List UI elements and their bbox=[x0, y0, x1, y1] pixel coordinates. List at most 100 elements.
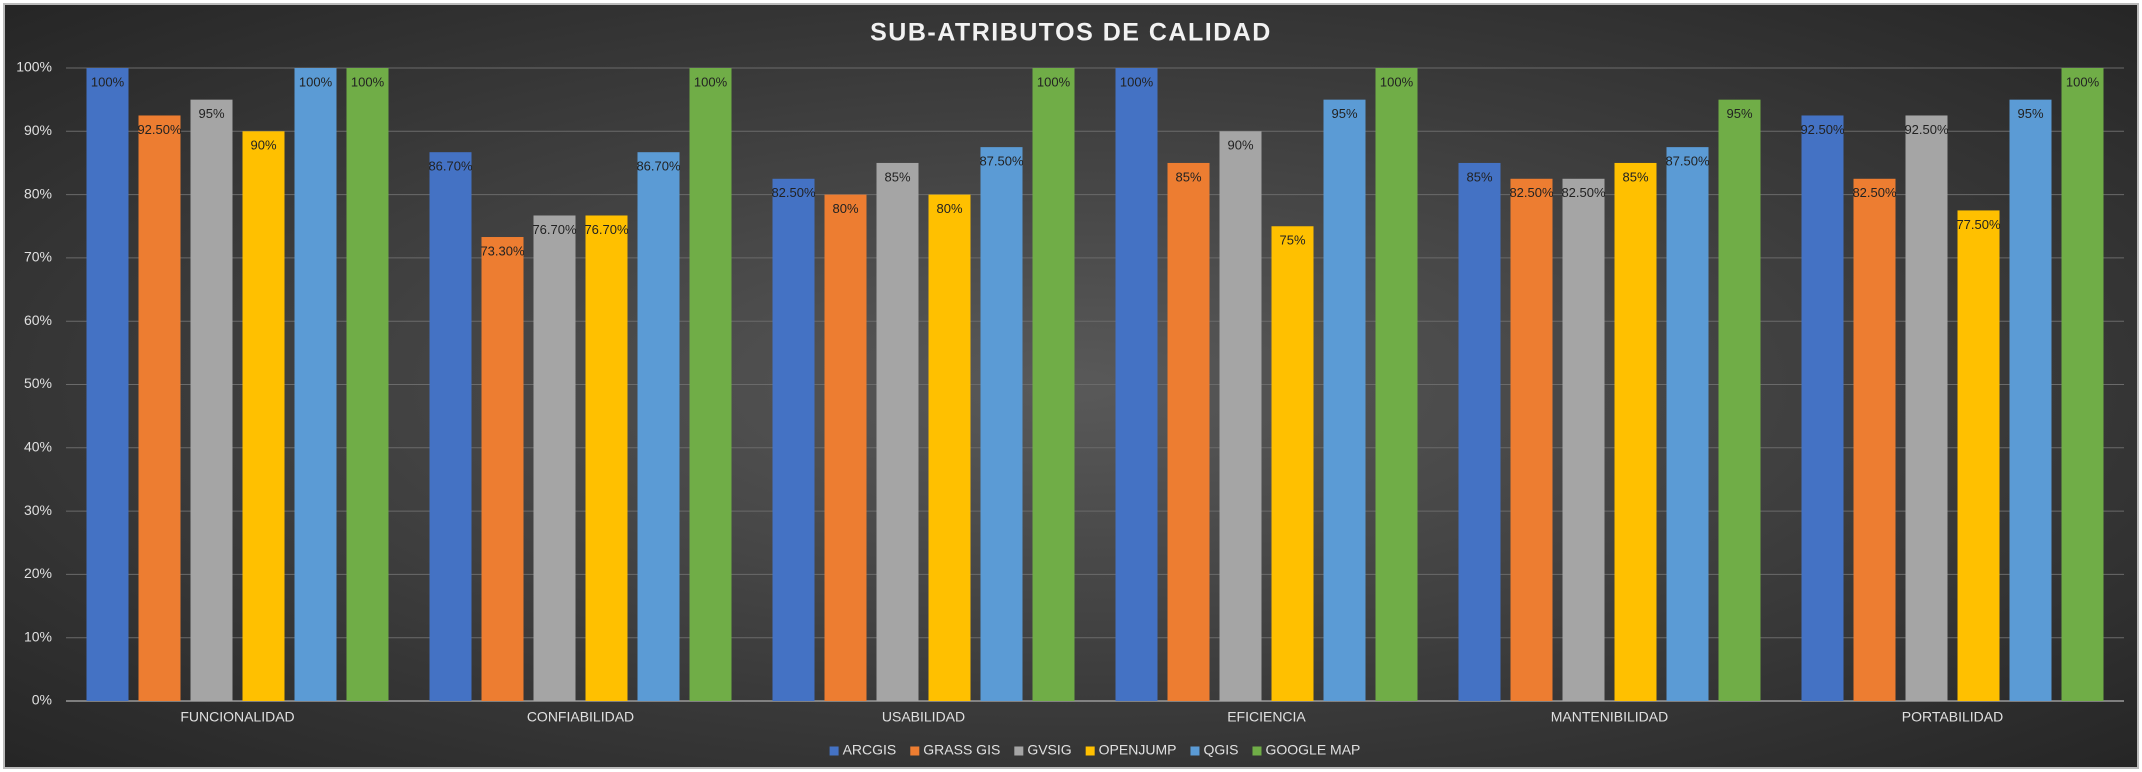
legend-label: GRASS GIS bbox=[923, 742, 1000, 758]
data-label: 76.70% bbox=[584, 222, 629, 237]
bar bbox=[1375, 68, 1418, 701]
bar bbox=[1853, 178, 1896, 701]
y-tick-label: 0% bbox=[32, 692, 52, 708]
bar bbox=[2009, 99, 2052, 701]
y-tick-label: 30% bbox=[24, 502, 52, 518]
legend-label: ARCGIS bbox=[843, 742, 897, 758]
data-label: 85% bbox=[1466, 169, 1492, 184]
data-label: 92.50% bbox=[1904, 122, 1949, 137]
legend-item: ARCGIS bbox=[829, 742, 897, 758]
y-tick-label: 70% bbox=[24, 249, 52, 265]
bar bbox=[1957, 210, 2000, 702]
legend-swatch bbox=[1190, 746, 1200, 756]
bar bbox=[1219, 131, 1262, 702]
bar bbox=[1323, 99, 1366, 701]
legend-swatch bbox=[910, 746, 920, 756]
bar bbox=[2061, 68, 2104, 701]
y-tick-label: 10% bbox=[24, 628, 52, 644]
data-label: 100% bbox=[1380, 74, 1414, 89]
legend-item: GRASS GIS bbox=[910, 742, 1000, 758]
x-tick-label: FUNCIONALIDAD bbox=[180, 709, 294, 725]
legend-item: OPENJUMP bbox=[1085, 742, 1177, 758]
data-label: 90% bbox=[1227, 138, 1253, 153]
bar bbox=[1905, 115, 1948, 702]
legend-swatch bbox=[1252, 746, 1262, 756]
bar bbox=[242, 131, 285, 702]
legend-swatch bbox=[1085, 746, 1095, 756]
data-label: 100% bbox=[1037, 74, 1071, 89]
legend-swatch bbox=[1014, 746, 1024, 756]
data-label: 87.50% bbox=[979, 154, 1024, 169]
x-tick-label: MANTENIBILIDAD bbox=[1551, 709, 1668, 725]
data-label: 73.30% bbox=[480, 243, 525, 258]
bar bbox=[876, 162, 919, 701]
bar bbox=[1666, 147, 1709, 701]
bar bbox=[1510, 178, 1553, 701]
x-tick-label: EFICIENCIA bbox=[1227, 709, 1306, 725]
legend-item: GVSIG bbox=[1014, 742, 1072, 758]
bar bbox=[533, 215, 576, 701]
bar bbox=[1115, 68, 1158, 701]
bar bbox=[86, 68, 129, 701]
data-label: 100% bbox=[694, 74, 728, 89]
bar bbox=[1271, 226, 1314, 701]
data-label: 82.50% bbox=[771, 185, 816, 200]
bar bbox=[481, 237, 524, 702]
bar bbox=[294, 68, 337, 701]
data-label: 100% bbox=[1120, 74, 1154, 89]
y-tick-label: 50% bbox=[24, 375, 52, 391]
bar bbox=[1167, 162, 1210, 701]
legend-item: QGIS bbox=[1190, 742, 1238, 758]
data-label: 100% bbox=[299, 74, 333, 89]
data-label: 87.50% bbox=[1665, 154, 1710, 169]
bar bbox=[190, 99, 233, 701]
data-label: 85% bbox=[1622, 169, 1648, 184]
legend-label: GVSIG bbox=[1027, 742, 1071, 758]
y-tick-label: 100% bbox=[16, 59, 52, 75]
data-label: 90% bbox=[250, 138, 276, 153]
bar bbox=[928, 194, 971, 701]
bar bbox=[1718, 99, 1761, 701]
data-label: 92.50% bbox=[137, 122, 182, 137]
y-tick-label: 90% bbox=[24, 122, 52, 138]
data-label: 95% bbox=[1331, 106, 1357, 121]
bar bbox=[1801, 115, 1844, 702]
bar bbox=[1562, 178, 1605, 701]
data-label: 77.50% bbox=[1956, 217, 2001, 232]
y-tick-label: 80% bbox=[24, 185, 52, 201]
y-tick-label: 60% bbox=[24, 312, 52, 328]
data-label: 92.50% bbox=[1800, 122, 1845, 137]
legend-swatch bbox=[829, 746, 839, 756]
legend-item: GOOGLE MAP bbox=[1252, 742, 1360, 758]
x-tick-label: PORTABILIDAD bbox=[1902, 709, 2003, 725]
bar bbox=[1458, 162, 1501, 701]
x-tick-label: CONFIABILIDAD bbox=[527, 709, 634, 725]
data-label: 85% bbox=[884, 169, 910, 184]
x-tick-label: USABILIDAD bbox=[882, 709, 965, 725]
data-label: 86.70% bbox=[428, 159, 473, 174]
data-label: 82.50% bbox=[1852, 185, 1897, 200]
data-label: 80% bbox=[936, 201, 962, 216]
bar bbox=[824, 194, 867, 701]
bar bbox=[138, 115, 181, 702]
legend-label: GOOGLE MAP bbox=[1265, 742, 1360, 758]
data-label: 82.50% bbox=[1561, 185, 1606, 200]
data-label: 95% bbox=[1726, 106, 1752, 121]
bar bbox=[585, 215, 628, 701]
bar bbox=[1032, 68, 1075, 701]
y-tick-label: 40% bbox=[24, 439, 52, 455]
bar bbox=[429, 152, 472, 702]
data-label: 100% bbox=[2066, 74, 2100, 89]
data-label: 82.50% bbox=[1509, 185, 1554, 200]
data-label: 80% bbox=[832, 201, 858, 216]
legend-label: QGIS bbox=[1203, 742, 1238, 758]
data-label: 75% bbox=[1279, 233, 1305, 248]
data-label: 95% bbox=[2017, 106, 2043, 121]
bar bbox=[637, 152, 680, 702]
legend-label: OPENJUMP bbox=[1099, 742, 1177, 758]
chart-title: SUB-ATRIBUTOS DE CALIDAD bbox=[870, 19, 1272, 47]
data-label: 100% bbox=[351, 74, 385, 89]
bar bbox=[1614, 162, 1657, 701]
bar bbox=[689, 68, 732, 701]
